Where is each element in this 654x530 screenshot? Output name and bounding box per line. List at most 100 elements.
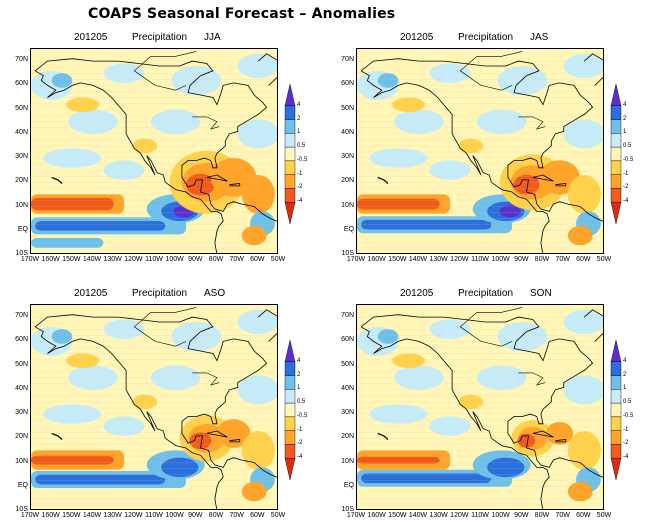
colorbar-swatch xyxy=(284,444,296,459)
colorbar-label: 4 xyxy=(297,357,301,364)
panel-init: 201205 xyxy=(400,32,434,43)
wet-anomaly xyxy=(487,457,525,478)
panel-title: 201205 Precipitation ASO xyxy=(14,288,314,302)
lon-tick-label: 100W xyxy=(491,512,510,519)
colorbar-label: -2 xyxy=(623,440,629,447)
dry-anomaly xyxy=(31,455,114,465)
lat-tick-label: 10N xyxy=(341,457,354,465)
panel-variable: Precipitation xyxy=(458,32,514,43)
colorbar-label: -0.5 xyxy=(297,412,308,419)
colorbar-label: -1 xyxy=(623,170,629,177)
lat-tick-label: 50N xyxy=(15,360,28,368)
colorbar-swatch xyxy=(610,133,622,148)
lon-tick-label: 80W xyxy=(208,256,224,263)
colorbar-swatch xyxy=(284,105,296,120)
panel-season: JJA xyxy=(204,32,221,43)
wet-anomaly xyxy=(35,221,166,231)
dry-anomaly xyxy=(66,353,100,369)
lat-tick-label: 10S xyxy=(15,250,28,257)
panel-season: JAS xyxy=(530,32,549,43)
lat-tick-label: 10N xyxy=(15,201,28,209)
panel-init: 201205 xyxy=(74,288,108,299)
wet-anomaly xyxy=(377,329,399,344)
island-coast xyxy=(532,174,554,182)
lon-tick-label: 110W xyxy=(145,256,163,263)
hawaii-coast xyxy=(377,176,389,184)
colorbar-label: 2 xyxy=(297,371,301,378)
lon-tick-label: 140W xyxy=(408,512,428,519)
lat-tick-label: 50N xyxy=(341,104,354,112)
lat-tick-label: 30N xyxy=(15,153,28,161)
precipitation-map xyxy=(356,48,604,254)
colorbar-label: 1 xyxy=(297,385,301,392)
dry-anomaly xyxy=(357,456,440,464)
colorbar-swatch xyxy=(610,146,622,162)
island-coast xyxy=(206,174,228,182)
arctic-islands xyxy=(133,307,197,347)
wet-anomaly xyxy=(51,73,73,88)
wet-anomaly xyxy=(563,53,603,79)
colorbar-label: -4 xyxy=(623,454,629,461)
colorbar: 4 2 1 0.5 -0.5 -1 -2 -4 xyxy=(284,84,314,224)
forecast-panel-son: 201205 Precipitation SON 70N 60N 50N 40N 30N 20N… xyxy=(340,288,640,523)
lon-tick-label: 140W xyxy=(82,256,102,263)
colorbar-label: 4 xyxy=(623,357,627,364)
colorbar-swatch xyxy=(610,444,622,459)
page-title: COAPS Seasonal Forecast – Anomalies xyxy=(88,6,396,22)
colorbar-label: 4 xyxy=(297,101,301,108)
colorbar-swatch xyxy=(284,361,296,376)
lat-tick-label: 70N xyxy=(15,56,28,64)
coastline xyxy=(34,70,224,253)
lon-tick-label: 70W xyxy=(229,256,244,263)
colorbar-label: 0.5 xyxy=(297,399,306,406)
lon-tick-label: 120W xyxy=(450,256,469,263)
lat-tick-label: 30N xyxy=(341,409,354,417)
panel-variable: Precipitation xyxy=(132,32,188,43)
lat-tick-label: 40N xyxy=(15,384,28,392)
greenland-coast xyxy=(258,53,277,86)
colorbar-label: -1 xyxy=(623,426,629,433)
colorbar-swatch xyxy=(610,340,622,362)
lon-tick-label: 80W xyxy=(534,512,550,519)
colorbar-label: -2 xyxy=(297,184,303,191)
wet-anomaly xyxy=(377,73,399,88)
island-coast xyxy=(229,439,241,443)
lon-tick-label: 100W xyxy=(491,256,510,263)
lon-tick-label: 130W xyxy=(429,256,448,263)
island-coast xyxy=(229,183,241,187)
great-lakes xyxy=(518,372,546,386)
anomaly-field xyxy=(31,305,277,509)
hawaii-coast xyxy=(51,432,63,440)
dry-anomaly xyxy=(31,198,114,211)
colorbar-swatch xyxy=(284,146,296,162)
dry-anomaly xyxy=(186,173,215,196)
greenland-coast xyxy=(584,309,603,342)
lon-tick-label: 150W xyxy=(388,256,407,263)
lon-tick-label: 110W xyxy=(471,256,489,263)
lon-tick-label: 90W xyxy=(188,512,203,519)
wet-anomaly xyxy=(161,457,199,478)
panel-variable: Precipitation xyxy=(132,288,188,299)
colorbar-label: -2 xyxy=(297,440,303,447)
lat-tick-label: 20N xyxy=(15,433,28,441)
lon-tick-label: 110W xyxy=(471,512,489,519)
island-coast xyxy=(555,439,567,443)
dry-anomaly xyxy=(392,97,426,113)
lon-tick-label: 70W xyxy=(229,512,244,519)
lon-tick-label: 140W xyxy=(82,512,102,519)
lat-tick-label: EQ xyxy=(343,225,354,233)
colorbar-label: 1 xyxy=(623,129,627,136)
lon-tick-label: 170W xyxy=(20,256,40,263)
lon-tick-label: 170W xyxy=(20,512,40,519)
dry-anomaly xyxy=(66,97,100,113)
colorbar-swatch xyxy=(610,174,622,189)
dry-anomaly xyxy=(545,422,574,445)
colorbar-swatch xyxy=(284,389,296,404)
colorbar-label: -0.5 xyxy=(623,412,634,419)
precipitation-map xyxy=(30,48,278,254)
lat-tick-label: 30N xyxy=(341,153,354,161)
lat-tick-label: 20N xyxy=(341,177,354,185)
lat-tick-label: 50N xyxy=(341,360,354,368)
colorbar-swatch xyxy=(610,361,622,376)
panel-title: 201205 Precipitation JJA xyxy=(14,32,314,46)
